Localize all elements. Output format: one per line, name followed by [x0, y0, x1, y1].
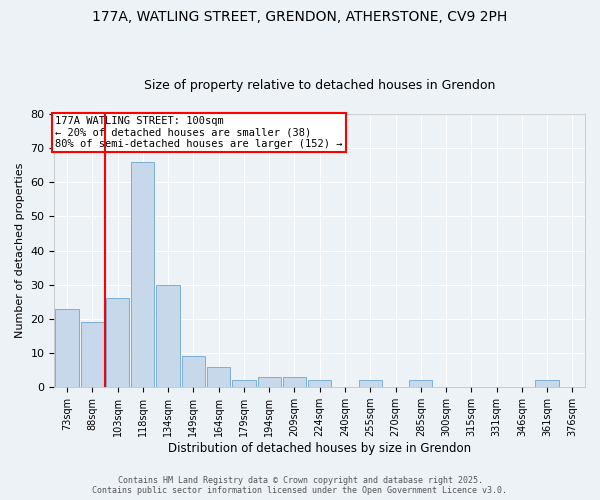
- Bar: [106, 298, 129, 387]
- Text: 177A, WATLING STREET, GRENDON, ATHERSTONE, CV9 2PH: 177A, WATLING STREET, GRENDON, ATHERSTON…: [92, 10, 508, 24]
- Text: Contains HM Land Registry data © Crown copyright and database right 2025.
Contai: Contains HM Land Registry data © Crown c…: [92, 476, 508, 495]
- Bar: [308, 380, 331, 387]
- Bar: [535, 380, 559, 387]
- Bar: [207, 366, 230, 387]
- Title: Size of property relative to detached houses in Grendon: Size of property relative to detached ho…: [144, 79, 496, 92]
- X-axis label: Distribution of detached houses by size in Grendon: Distribution of detached houses by size …: [168, 442, 471, 455]
- Bar: [131, 162, 154, 387]
- Bar: [182, 356, 205, 387]
- Bar: [80, 322, 104, 387]
- Bar: [283, 377, 306, 387]
- Bar: [232, 380, 256, 387]
- Bar: [157, 285, 180, 387]
- Bar: [257, 377, 281, 387]
- Bar: [55, 308, 79, 387]
- Y-axis label: Number of detached properties: Number of detached properties: [15, 163, 25, 338]
- Bar: [359, 380, 382, 387]
- Text: 177A WATLING STREET: 100sqm
← 20% of detached houses are smaller (38)
80% of sem: 177A WATLING STREET: 100sqm ← 20% of det…: [55, 116, 343, 149]
- Bar: [409, 380, 433, 387]
